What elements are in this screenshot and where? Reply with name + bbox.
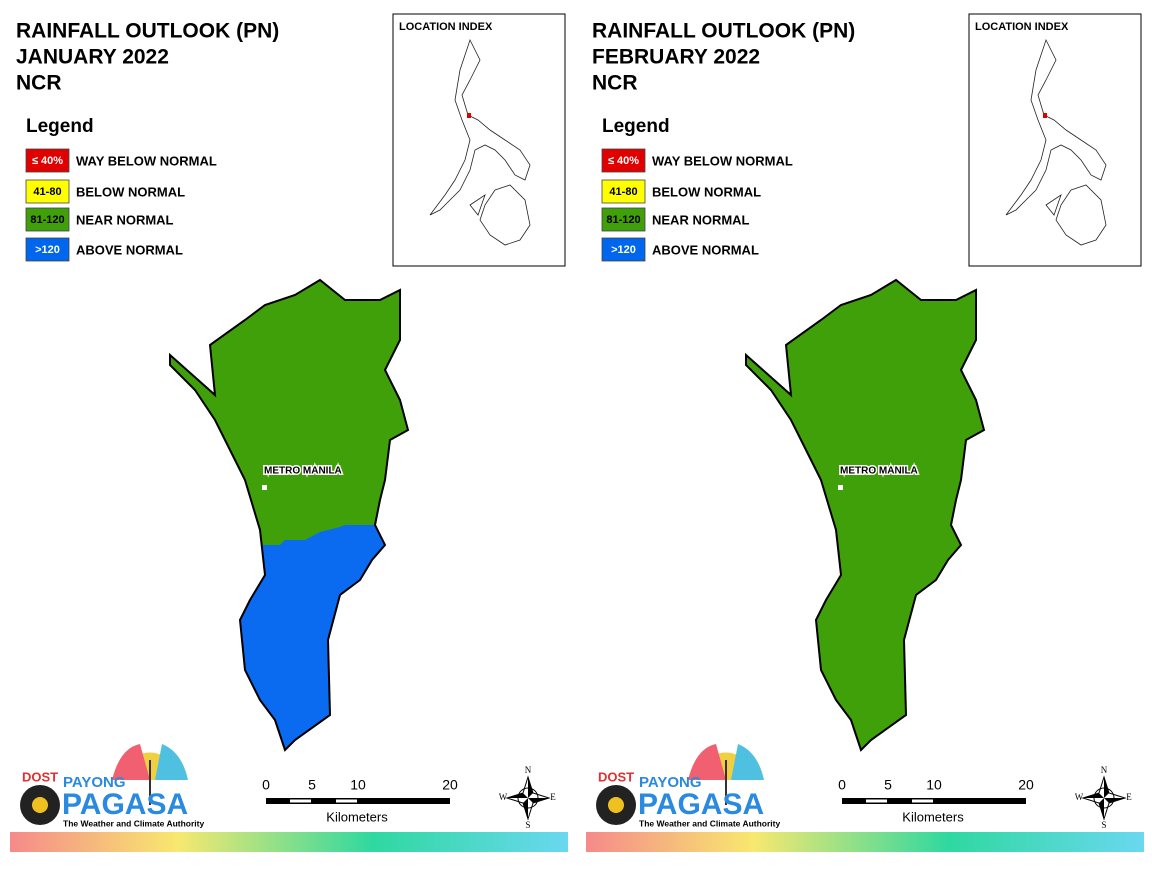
scale-unit: Kilometers bbox=[326, 809, 388, 824]
panel-title: JANUARY 2022 bbox=[16, 46, 169, 69]
location-index-title: LOCATION INDEX bbox=[975, 21, 1069, 33]
ncr-marker bbox=[1043, 113, 1047, 118]
place-marker bbox=[838, 485, 843, 490]
umbrella-right bbox=[731, 744, 764, 780]
logo-pagasa: PAGASA bbox=[638, 788, 764, 821]
panel-title: RAINFALL OUTLOOK (PN) bbox=[592, 20, 855, 43]
philippines-outline bbox=[429, 38, 531, 246]
location-index-title: LOCATION INDEX bbox=[399, 21, 493, 33]
legend-title: Legend bbox=[26, 116, 94, 137]
compass-fill bbox=[1083, 777, 1125, 819]
scale-bar bbox=[842, 798, 1026, 804]
legend-code: 81-120 bbox=[30, 214, 64, 226]
south-zone bbox=[776, 525, 984, 750]
panel: RAINFALL OUTLOOK (PN) FEBRUARY 2022 NCR Leg… bbox=[586, 13, 1144, 852]
scale-unit: Kilometers bbox=[902, 809, 964, 824]
umbrella-left bbox=[112, 744, 150, 780]
legend-code: >120 bbox=[611, 244, 636, 256]
scale-segment bbox=[290, 799, 311, 803]
scale-label: 0 bbox=[262, 777, 270, 793]
logo-dost: DOST bbox=[598, 769, 634, 784]
legend-code: ≤ 40% bbox=[608, 155, 639, 167]
panel-title: NCR bbox=[16, 72, 62, 95]
compass-s: S bbox=[1101, 820, 1106, 830]
legend-swatch bbox=[601, 148, 646, 173]
dost-logo-center bbox=[32, 797, 48, 813]
legend-label: BELOW NORMAL bbox=[76, 184, 185, 199]
scale-segment bbox=[336, 799, 357, 803]
logo-payong: PAYONG bbox=[639, 774, 702, 791]
legend-label: BELOW NORMAL bbox=[652, 184, 761, 199]
legend-code: 41-80 bbox=[33, 186, 61, 198]
legend-swatch bbox=[25, 237, 70, 262]
panel-title: FEBRUARY 2022 bbox=[592, 46, 760, 69]
color-band bbox=[10, 832, 568, 852]
legend-swatch bbox=[601, 237, 646, 262]
north-zone bbox=[746, 280, 984, 750]
compass-fill bbox=[507, 777, 549, 819]
legend-swatch bbox=[25, 207, 70, 232]
north-zone bbox=[170, 280, 408, 750]
legend-code: 41-80 bbox=[609, 186, 637, 198]
legend-label: WAY BELOW NORMAL bbox=[76, 153, 217, 168]
logo-payong: PAYONG bbox=[63, 774, 126, 791]
place-label: METRO MANILA bbox=[840, 466, 918, 477]
legend-label: ABOVE NORMAL bbox=[76, 242, 183, 257]
legend-swatch bbox=[25, 179, 70, 204]
legend-swatch bbox=[601, 207, 646, 232]
compass-n: N bbox=[1101, 765, 1108, 775]
scale-label: 10 bbox=[350, 777, 366, 793]
scale-bar bbox=[266, 798, 450, 804]
scale-label: 20 bbox=[1018, 777, 1034, 793]
location-index-frame bbox=[968, 13, 1142, 267]
philippines-outline bbox=[1005, 38, 1107, 246]
umbrella-right bbox=[155, 744, 188, 780]
panel: RAINFALL OUTLOOK (PN) JANUARY 2022 NCR Lege… bbox=[10, 13, 568, 852]
legend-swatch bbox=[25, 148, 70, 173]
legend-label: ABOVE NORMAL bbox=[652, 242, 759, 257]
logo-dost: DOST bbox=[22, 769, 58, 784]
legend-code: >120 bbox=[35, 244, 60, 256]
legend-label: NEAR NORMAL bbox=[652, 212, 750, 227]
scale-segment bbox=[912, 799, 933, 803]
ncr-marker bbox=[467, 113, 471, 118]
scale-label: 20 bbox=[442, 777, 458, 793]
compass-s: S bbox=[525, 820, 530, 830]
legend-title: Legend bbox=[602, 116, 670, 137]
place-marker bbox=[262, 485, 267, 490]
logo-pagasa: PAGASA bbox=[62, 788, 188, 821]
scale-segment bbox=[866, 799, 887, 803]
location-index-frame bbox=[392, 13, 566, 267]
legend-label: WAY BELOW NORMAL bbox=[652, 153, 793, 168]
compass-e: E bbox=[1126, 792, 1132, 802]
compass-e: E bbox=[550, 792, 556, 802]
color-band bbox=[586, 832, 1144, 852]
dost-logo-center bbox=[608, 797, 624, 813]
panel-title: RAINFALL OUTLOOK (PN) bbox=[16, 20, 279, 43]
place-label: METRO MANILA bbox=[264, 466, 342, 477]
scale-label: 5 bbox=[884, 777, 892, 793]
compass-w: W bbox=[499, 792, 508, 802]
ncr-outline bbox=[745, 278, 986, 752]
legend-label: NEAR NORMAL bbox=[76, 212, 174, 227]
scale-label: 10 bbox=[926, 777, 942, 793]
scale-label: 0 bbox=[838, 777, 846, 793]
ncr-outline bbox=[169, 278, 410, 752]
compass-n: N bbox=[525, 765, 532, 775]
logo-tagline: The Weather and Climate Authority bbox=[63, 818, 204, 828]
legend-code: 81-120 bbox=[606, 214, 640, 226]
panel-title: NCR bbox=[592, 72, 638, 95]
legend-code: ≤ 40% bbox=[32, 155, 63, 167]
south-zone bbox=[200, 525, 408, 750]
umbrella-left bbox=[688, 744, 726, 780]
legend-swatch bbox=[601, 179, 646, 204]
logo-tagline: The Weather and Climate Authority bbox=[639, 818, 780, 828]
scale-label: 5 bbox=[308, 777, 316, 793]
compass-w: W bbox=[1075, 792, 1084, 802]
